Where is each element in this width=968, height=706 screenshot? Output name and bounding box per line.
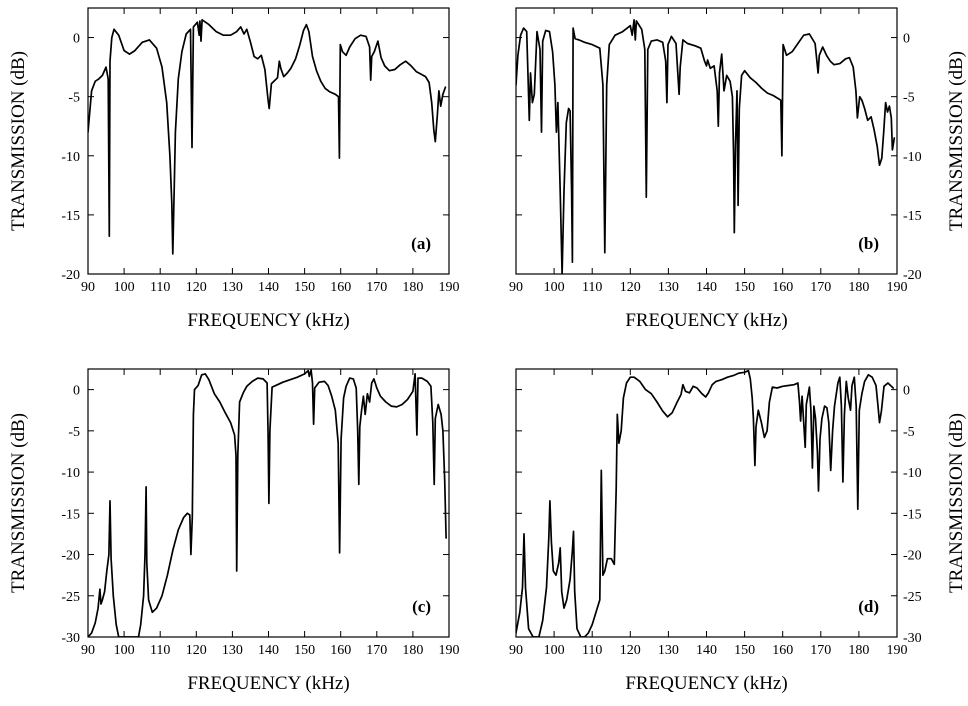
y-tick-label: -5 (68, 425, 80, 440)
plot-frame (515, 368, 898, 638)
x-axis-label: FREQUENCY (kHz) (625, 673, 787, 694)
x-tick-label: 140 (258, 643, 279, 658)
x-tick-label: 170 (366, 643, 387, 658)
x-tick-label: 90 (509, 280, 523, 295)
y-tick-label: 0 (903, 384, 910, 399)
x-tick-label: 190 (887, 280, 908, 295)
x-tick-label: 100 (544, 643, 565, 658)
y-tick-label: -20 (61, 549, 80, 564)
x-tick-label: 180 (848, 643, 869, 658)
x-tick-label: 160 (772, 643, 793, 658)
panel-c: 90 100 110 120 130 140 150 160 170 180 190 0 -5 -10 -1… (8, 368, 460, 694)
x-tick-label: 150 (734, 280, 755, 295)
y-tick-label: -5 (903, 91, 915, 106)
y-tick-label: -15 (61, 507, 80, 522)
y-tick-label: -30 (61, 631, 80, 646)
x-tick-label: 140 (258, 280, 279, 295)
y-axis-label: TRANSMISSION (dB) (8, 51, 29, 231)
y-tick-label: -30 (903, 631, 922, 646)
y-tick-label: -5 (903, 425, 915, 440)
y-axis-label: TRANSMISSION (dB) (946, 51, 967, 231)
x-tick-label: 170 (366, 280, 387, 295)
x-tick-label: 110 (150, 643, 170, 658)
x-tick-label: 180 (402, 280, 423, 295)
x-tick-label: 120 (620, 643, 641, 658)
panel-label: (b) (858, 234, 879, 253)
x-tick-label: 130 (658, 643, 679, 658)
transmission-curve (88, 18, 447, 255)
x-tick-label: 190 (439, 280, 460, 295)
x-tick-label: 150 (294, 643, 315, 658)
plot-frame (87, 7, 450, 275)
y-tick-label: -20 (903, 268, 922, 283)
y-tick-label: -25 (903, 590, 922, 605)
x-tick-label: 120 (186, 643, 207, 658)
y-tick-label: -15 (61, 209, 80, 224)
y-tick-label: 0 (73, 32, 80, 47)
panel-label: (d) (858, 597, 879, 616)
x-tick-label: 190 (887, 643, 908, 658)
panel-d: 90 100 110 120 130 140 150 160 170 180 190 0 -5 -10 -1… (509, 368, 967, 694)
transmission-curve (516, 369, 895, 637)
transmission-curve (88, 369, 447, 637)
x-tick-label: 110 (582, 280, 602, 295)
x-tick-label: 140 (696, 280, 717, 295)
x-tick-label: 160 (330, 643, 351, 658)
x-tick-label: 130 (222, 280, 243, 295)
x-tick-label: 110 (582, 643, 602, 658)
x-tick-label: 100 (114, 643, 135, 658)
x-tick-label: 170 (810, 280, 831, 295)
x-tick-label: 160 (330, 280, 351, 295)
x-tick-label: 160 (772, 280, 793, 295)
x-tick-label: 150 (734, 643, 755, 658)
y-tick-label: -25 (61, 590, 80, 605)
y-tick-label: -15 (903, 507, 922, 522)
x-tick-label: 90 (81, 280, 95, 295)
panel-label: (a) (411, 234, 431, 253)
x-tick-label: 100 (114, 280, 135, 295)
x-tick-label: 150 (294, 280, 315, 295)
y-tick-label: -15 (903, 209, 922, 224)
x-tick-label: 180 (402, 643, 423, 658)
panel-b: 90 100 110 120 130 140 150 160 170 180 190 0 -5 -10 -1… (509, 7, 967, 331)
x-tick-label: 100 (544, 280, 565, 295)
x-axis-label: FREQUENCY (kHz) (187, 310, 349, 331)
y-tick-label: -10 (61, 466, 80, 481)
transmission-curve (516, 18, 896, 274)
y-tick-label: -10 (903, 466, 922, 481)
y-tick-label: -10 (903, 150, 922, 165)
x-tick-label: 90 (81, 643, 95, 658)
y-axis-label: TRANSMISSION (dB) (8, 413, 29, 593)
y-axis-label: TRANSMISSION (dB) (946, 413, 967, 593)
panel-a: 90 100 110 120 130 140 150 160 170 180 190 0 -5 -10 -1… (8, 7, 460, 331)
y-tick-label: -10 (61, 150, 80, 165)
x-tick-label: 180 (848, 280, 869, 295)
y-tick-label: -5 (68, 91, 80, 106)
x-tick-label: 170 (810, 643, 831, 658)
y-tick-label: -20 (903, 549, 922, 564)
x-tick-label: 190 (439, 643, 460, 658)
y-tick-label: 0 (903, 32, 910, 47)
x-tick-label: 120 (186, 280, 207, 295)
x-tick-label: 130 (222, 643, 243, 658)
x-tick-label: 140 (696, 643, 717, 658)
panel-label: (c) (412, 597, 431, 616)
x-axis-label: FREQUENCY (kHz) (625, 310, 787, 331)
y-tick-label: 0 (73, 384, 80, 399)
x-tick-label: 120 (620, 280, 641, 295)
x-axis-label: FREQUENCY (kHz) (187, 673, 349, 694)
x-tick-label: 110 (150, 280, 170, 295)
x-tick-label: 130 (658, 280, 679, 295)
y-tick-label: -20 (61, 268, 80, 283)
x-tick-label: 90 (509, 643, 523, 658)
